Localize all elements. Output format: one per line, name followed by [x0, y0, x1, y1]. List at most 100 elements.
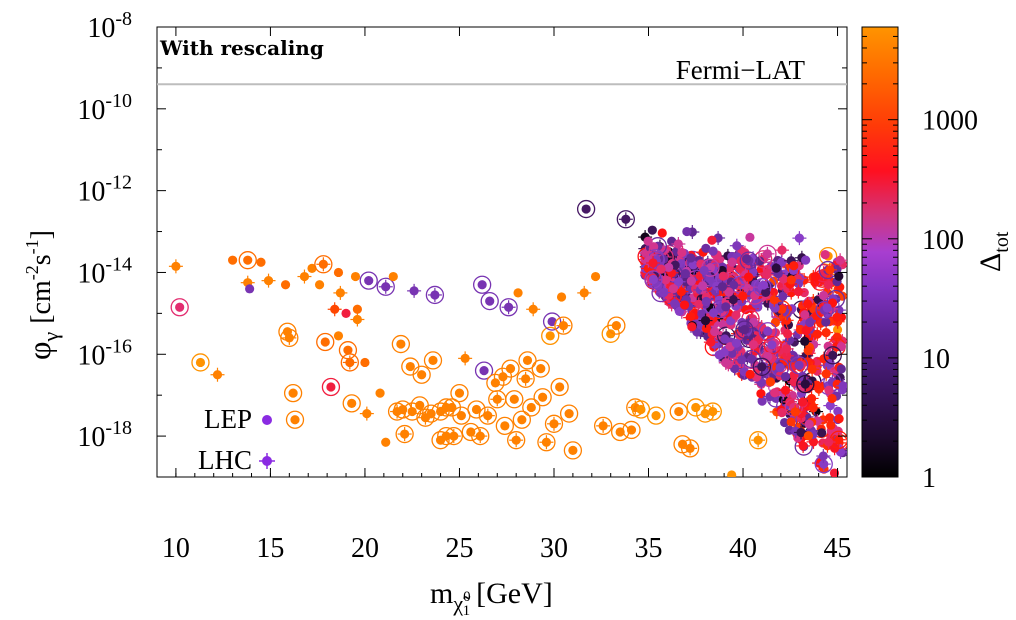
data-point [425, 285, 445, 305]
data-point [646, 406, 666, 425]
data-point [779, 341, 794, 356]
data-point [542, 312, 562, 331]
data-point [644, 270, 663, 289]
data-point [350, 312, 365, 327]
data-point [671, 236, 686, 251]
data-point [381, 437, 391, 447]
data-point [674, 306, 685, 316]
data-point [801, 255, 811, 265]
data-point [763, 351, 773, 362]
data-point [280, 328, 299, 348]
data-point [376, 277, 395, 296]
data-point [770, 388, 780, 398]
data-point [701, 296, 711, 307]
data-point [285, 410, 305, 429]
data-point [593, 416, 613, 436]
data-point [170, 298, 189, 317]
data-point [829, 310, 844, 325]
data-point [668, 284, 678, 294]
colorbar-tick-label: 100 [922, 225, 964, 256]
data-point [450, 383, 469, 403]
data-point [806, 434, 821, 449]
data-point [789, 356, 809, 375]
data-point [338, 341, 358, 360]
data-point [228, 255, 238, 265]
data-point [789, 261, 799, 271]
data-point [512, 410, 531, 429]
data-point [444, 426, 463, 446]
colorbar-tick-label: 1000 [922, 106, 978, 137]
colorbar-tick-label: 1 [922, 463, 936, 494]
data-point [556, 292, 567, 302]
data-point [816, 449, 831, 464]
data-point [518, 351, 537, 370]
data-point [701, 323, 712, 334]
data-point [727, 257, 737, 267]
data-point [360, 357, 370, 368]
data-point [559, 404, 579, 423]
data-point [792, 231, 807, 246]
data-point [238, 251, 257, 270]
colorbar-gradient [861, 26, 899, 478]
data-point [280, 280, 291, 290]
x-axis: 10 15 20 25 30 35 40 45 [156, 27, 852, 564]
data-point [803, 431, 814, 441]
data-point [647, 225, 657, 235]
data-point [803, 345, 813, 356]
data-point [777, 407, 787, 418]
svg-text:φγ[cm-2s-1]: φγ[cm-2s-1] [21, 230, 63, 360]
data-point [829, 468, 840, 477]
data-point [480, 291, 499, 311]
data-point [718, 355, 733, 370]
data-point [541, 326, 560, 346]
data-point [786, 417, 796, 427]
x-axis-label: mχ̃0 1[GeV] [430, 577, 553, 619]
data-point [780, 372, 791, 382]
data-point [458, 351, 473, 366]
data-point [825, 413, 835, 423]
data-point [314, 280, 325, 290]
data-point [391, 334, 411, 354]
data-point [333, 285, 348, 300]
legend-label-lep: LEP [204, 404, 252, 434]
data-point [746, 337, 761, 352]
data-point [611, 422, 630, 442]
data-point [770, 358, 790, 377]
data-point [822, 262, 837, 277]
data-point [780, 326, 795, 341]
data-point [829, 430, 847, 449]
data-point [823, 341, 833, 351]
data-point [796, 374, 815, 394]
data-point [359, 271, 378, 290]
data-point [821, 435, 836, 450]
data-point [256, 257, 266, 267]
data-point [533, 388, 552, 407]
data-point [735, 320, 754, 339]
x-tick-label: 30 [540, 533, 568, 564]
data-point [718, 271, 728, 281]
data-point [767, 292, 782, 307]
data-point [340, 353, 359, 372]
data-point [816, 288, 831, 303]
y-tick-label: 10-18 [77, 417, 132, 453]
fermi-lat-label: Fermi−LAT [676, 55, 806, 85]
data-point [834, 414, 844, 424]
data-point [703, 335, 718, 350]
data-point [706, 305, 721, 320]
data-point [577, 285, 592, 300]
data-point [821, 317, 831, 327]
data-point [708, 246, 718, 256]
data-point [531, 359, 550, 378]
data-point [679, 300, 690, 310]
data-point [245, 284, 255, 294]
data-point [810, 327, 825, 342]
data-point [359, 406, 374, 421]
data-point [698, 313, 713, 328]
colorbar: 1 10 100 1000 Δtot [861, 26, 1013, 494]
data-point [501, 359, 520, 378]
data-point [797, 408, 807, 418]
data-point [261, 273, 276, 288]
data-point [827, 393, 837, 404]
data-point [321, 377, 341, 397]
data-point [168, 259, 183, 274]
